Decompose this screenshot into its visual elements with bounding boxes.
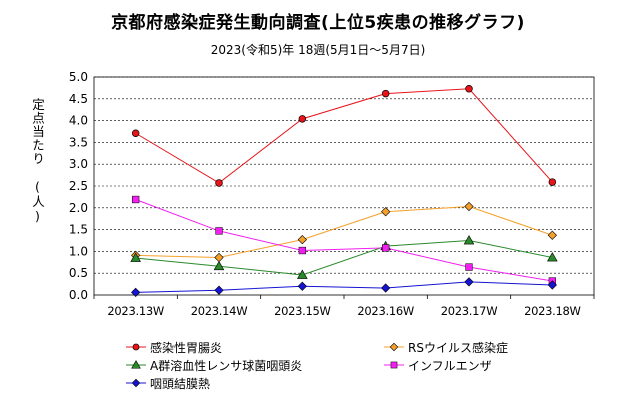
y-tick-label: 2.5 (69, 179, 88, 193)
data-point (131, 287, 141, 298)
data-point (131, 129, 140, 137)
data-point (214, 252, 224, 263)
series-line (135, 281, 553, 293)
data-point (214, 285, 224, 295)
chart-subtitle: 2023(令和5)年 18週(5月1日〜5月7日) (210, 43, 426, 57)
x-tick-label: 2023.18W (524, 304, 581, 318)
y-tick-label: 2.0 (69, 201, 88, 215)
chart-title: 京都府感染症発生動向調査(上位5疾患の推移グラフ) (111, 13, 525, 33)
x-tick-label: 2023.17W (441, 304, 498, 318)
y-tick-label: 0.5 (69, 266, 88, 280)
data-point (465, 263, 473, 271)
data-point (464, 201, 474, 212)
series-markers (130, 85, 558, 298)
data-point (298, 246, 306, 255)
data-point (297, 235, 307, 245)
y-tick-label: 1.0 (69, 244, 88, 258)
y-tick-label: 5.0 (69, 70, 88, 84)
y-tick-label: 4.0 (69, 114, 88, 128)
data-point (381, 89, 390, 98)
data-point (465, 85, 473, 93)
series-line (135, 199, 553, 282)
data-point (548, 178, 557, 186)
data-point (297, 281, 307, 291)
data-point (547, 230, 557, 240)
y-tick-label: 3.0 (69, 157, 88, 171)
series-line (135, 88, 553, 184)
x-tick-label: 2023.15W (274, 304, 331, 318)
x-tick-label: 2023.14W (191, 304, 248, 318)
data-point (381, 283, 391, 293)
tick-labels: 0.0 0.5 1.0 1.5 2.0 2.5 3.0 3.5 4.0 4.5 5.0 2023.13… (69, 70, 581, 318)
y-axis-label: 定点当たり (人) (30, 98, 45, 225)
y-tick-label: 4.5 (69, 92, 88, 106)
data-point (213, 260, 225, 271)
series-line (135, 205, 553, 259)
x-tick-label: 2023.13W (107, 304, 164, 318)
axes (93, 76, 595, 299)
y-tick-label: 0.0 (69, 288, 88, 302)
y-tick-label: 1.5 (69, 223, 88, 237)
data-point (464, 277, 474, 287)
data-point (132, 195, 140, 204)
y-tick-label: 3.5 (69, 135, 88, 149)
data-point (215, 179, 223, 187)
data-point (215, 227, 223, 235)
data-point (547, 252, 558, 262)
data-point (382, 244, 390, 252)
data-point (297, 269, 308, 279)
data-point (130, 252, 141, 262)
series-line (135, 239, 553, 276)
series-lines (135, 88, 553, 293)
data-point (463, 235, 475, 245)
x-tick-label: 2023.16W (357, 304, 414, 318)
data-point (381, 207, 391, 217)
data-point (298, 115, 307, 123)
data-point (547, 280, 557, 290)
